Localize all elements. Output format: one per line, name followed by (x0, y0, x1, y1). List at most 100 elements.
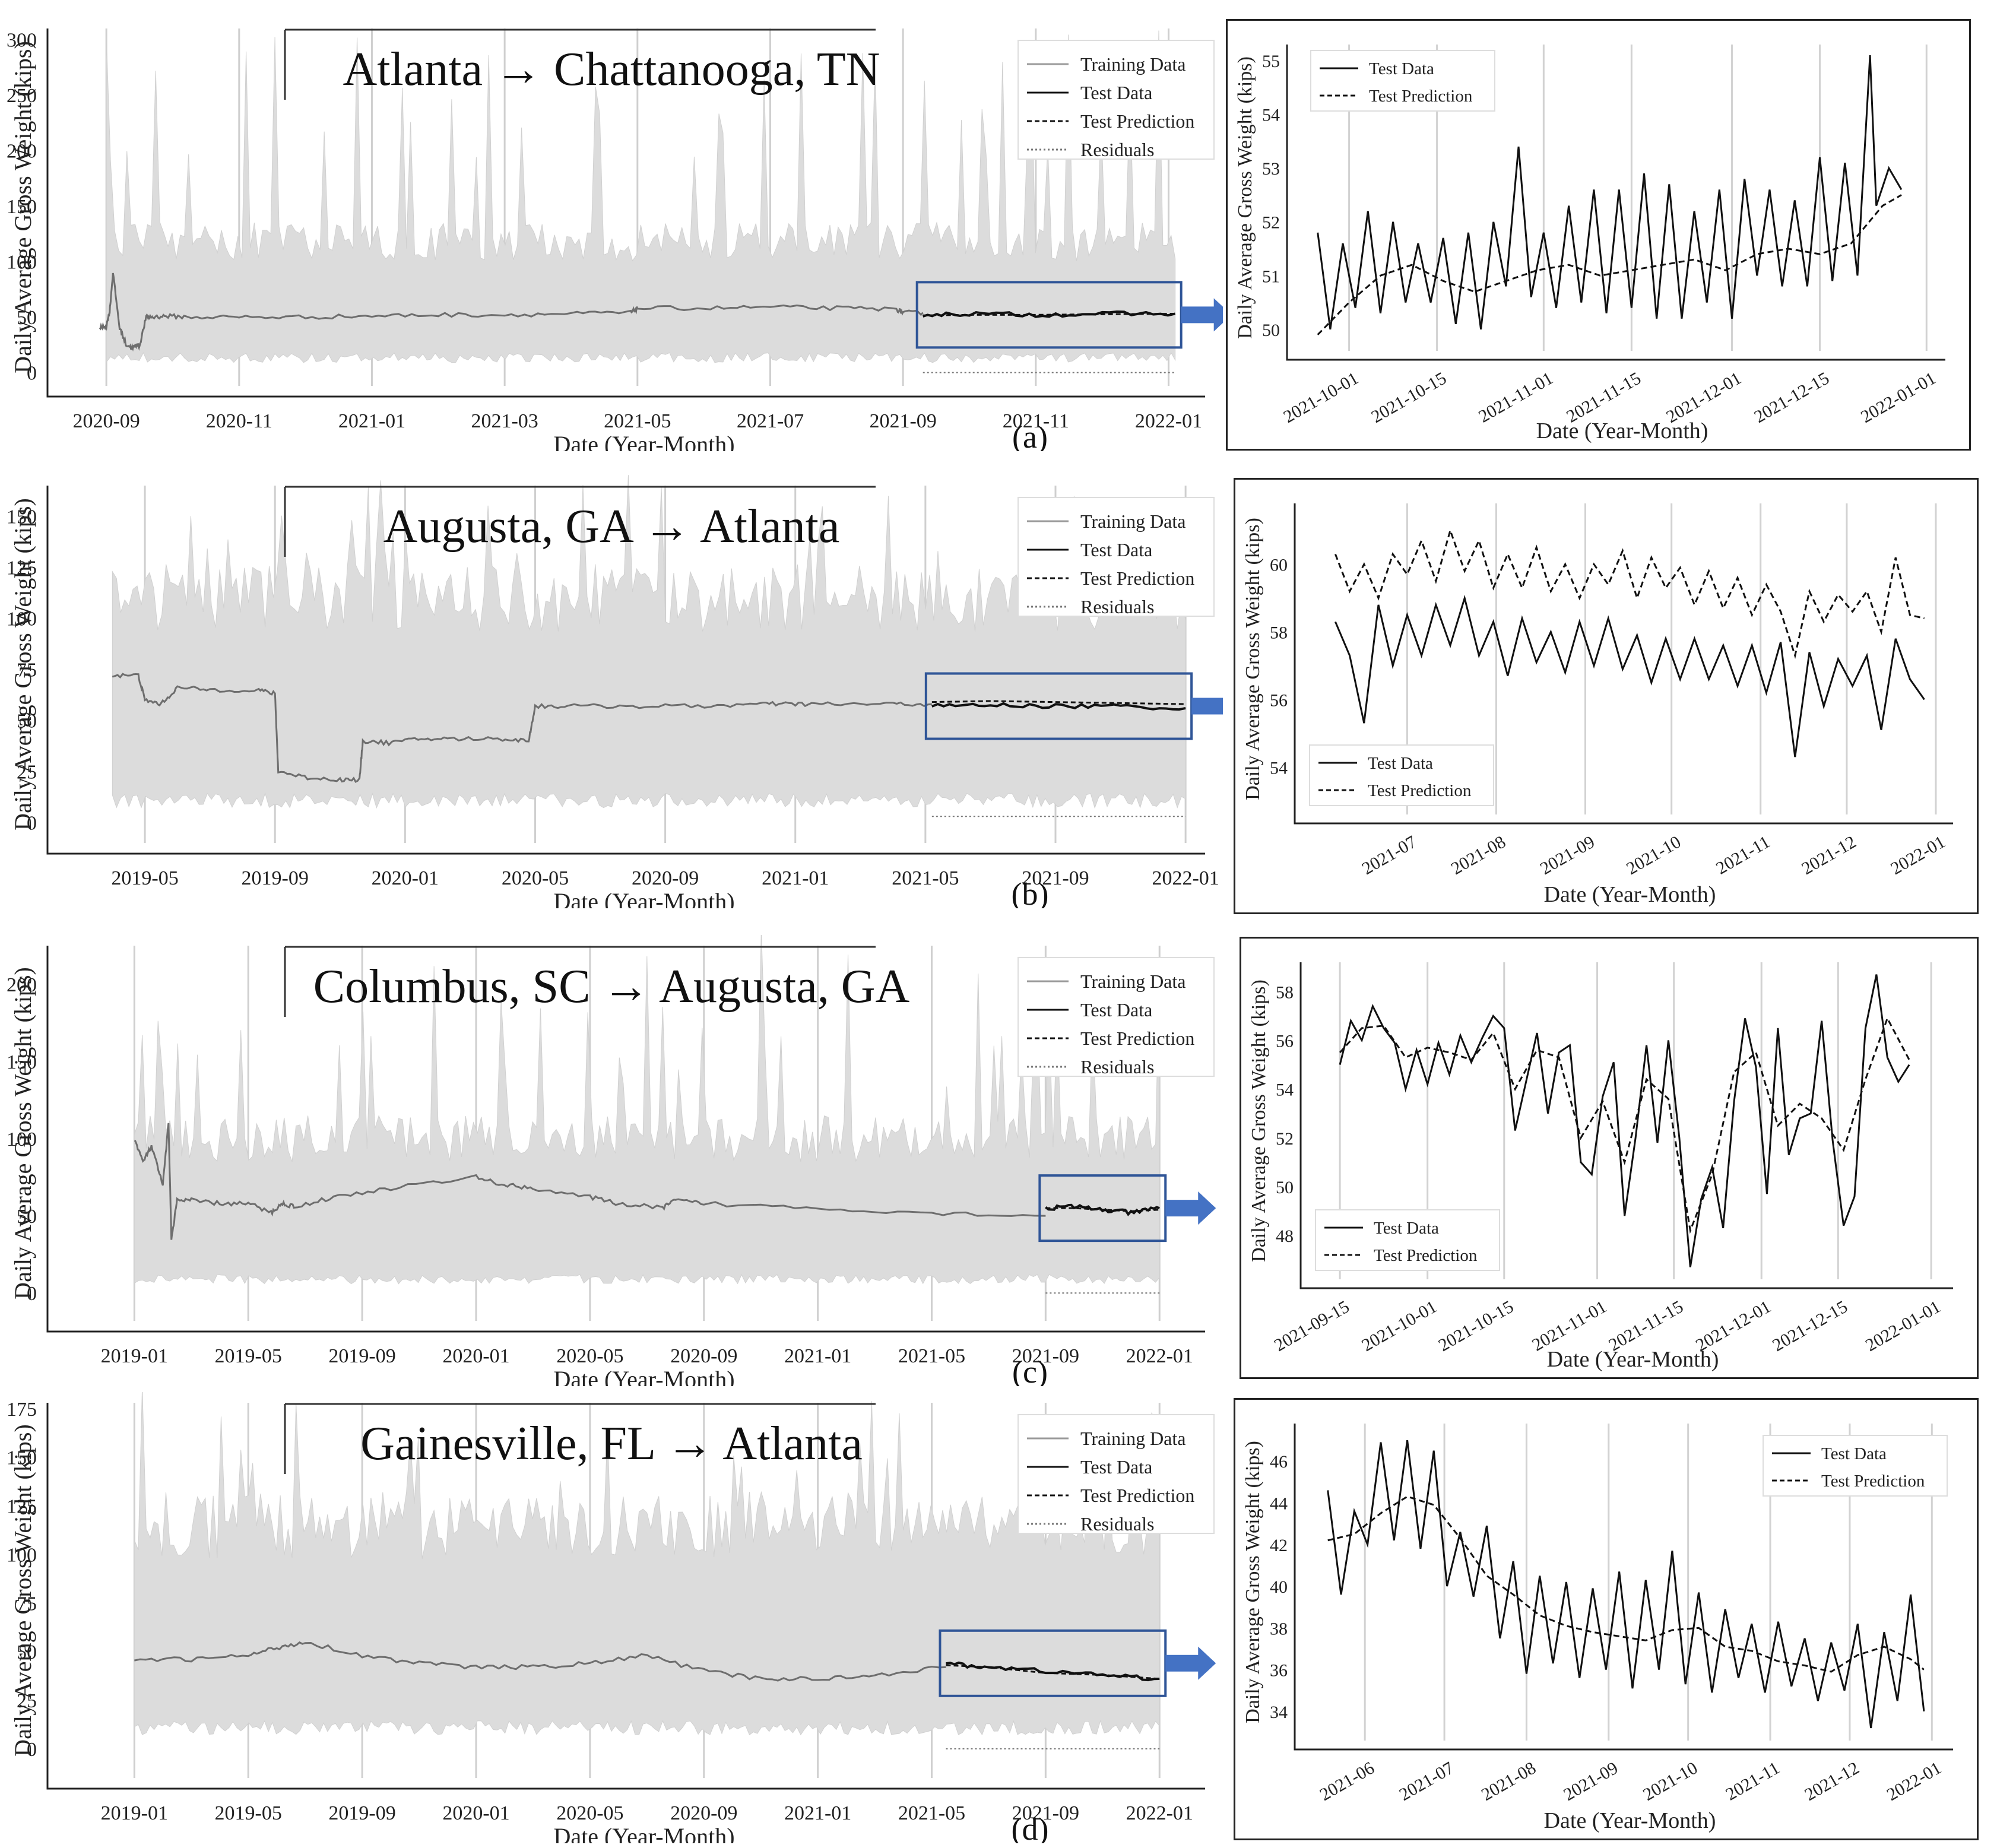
y-tick-label: 0 (27, 1739, 37, 1761)
axes (46, 28, 1205, 398)
x-tick-label: 2021-05 (892, 867, 959, 889)
zoom-chart-b: 54 56 58 60 2021-07 2021-08 2021-09 2021-10 2021… (1234, 478, 1979, 914)
x-axis-label: Date (Year-Month) (553, 431, 734, 451)
x-tick-label: 2021-12-15 (1769, 1297, 1851, 1355)
axes (1286, 45, 1945, 361)
y-tick-label: 58 (1270, 623, 1288, 642)
axes (1294, 503, 1953, 825)
y-axis-label: Daily Average Gross Weight (kips) (1248, 980, 1270, 1262)
y-tick-label: 100 (7, 1544, 37, 1566)
y-tick-label: 48 (1276, 1226, 1294, 1246)
series-line-test-prediction (923, 312, 1175, 316)
x-tick-label: 2021-12-15 (1751, 368, 1833, 427)
training-band (134, 1387, 1160, 1736)
y-tick-label: 51 (1262, 267, 1280, 286)
zoom-chart-svg-d: 34 36 38 40 42 44 46 2021-06 2021-07 2021-08 2021-… (1242, 1424, 1953, 1833)
x-tick-label: 2021-10-01 (1358, 1297, 1440, 1355)
training-band (134, 929, 1160, 1285)
y-tick-label: 55 (1262, 52, 1280, 71)
main-chart-svg-a: 0 50 100 150 200 250 300 2020-09 2020-11 2021-01 2… (7, 28, 1232, 458)
x-tick-label: 2021-08 (1478, 1758, 1539, 1805)
zoom-series-line-test-data (1339, 974, 1910, 1267)
y-tick-label: 50 (1262, 321, 1280, 340)
axes (46, 1403, 1205, 1790)
y-tick-label: 50 (17, 1206, 37, 1228)
x-tick-label: 2021-10 (1623, 832, 1684, 879)
y-tick-label: 56 (1276, 1031, 1294, 1051)
legend-label: Training Data (1080, 971, 1185, 992)
main-chart-d: 0 25 50 75 100 125 150 175 2019-01 2019-05 2019-09… (0, 1387, 1223, 1848)
x-tick-label: 2022-01 (1152, 867, 1219, 889)
y-tick-label: 150 (7, 1447, 37, 1469)
x-tick-label: 2019-01 (101, 1802, 168, 1824)
x-tick-label: 2021-09-15 (1271, 1297, 1353, 1355)
x-tick-label: 2020-01 (442, 1802, 509, 1824)
x-axis-label: Date (Year-Month) (1547, 1347, 1719, 1372)
x-tick-label: 2021-07 (1359, 832, 1420, 879)
x-tick-label: 2021-09 (1560, 1758, 1621, 1805)
route-title: Atlanta → Chattanooga, TN (343, 43, 880, 96)
y-tick-label: 0 (27, 813, 37, 835)
panel-label: (c) (1012, 1354, 1048, 1386)
x-tick-label: 2021-10 (1640, 1758, 1701, 1805)
series-line-training-data (134, 1641, 946, 1682)
x-tick-label: 2020-01 (372, 867, 439, 889)
x-tick-label: 2021-10-15 (1368, 368, 1450, 427)
legend-label: Test Data (1821, 1444, 1887, 1463)
axes (1294, 1424, 1953, 1751)
y-tick-label: 175 (7, 1399, 37, 1421)
x-tick-label: 2021-11-01 (1529, 1297, 1610, 1355)
y-tick-label: 100 (7, 608, 37, 630)
main-chart-svg-c: 0 50 100 150 200 2019-01 2019-05 2019-09 2020-01… (7, 929, 1216, 1393)
y-tick-label: 125 (7, 1496, 37, 1518)
x-tick-label: 2022-01 (1887, 832, 1948, 879)
x-tick-label: 2021-01 (784, 1345, 851, 1367)
y-tick-label: 54 (1262, 106, 1280, 125)
zoom-chart-d: 34 36 38 40 42 44 46 2021-06 2021-07 2021-08 2021-… (1234, 1398, 1979, 1840)
x-tick-label: 2019-05 (215, 1802, 282, 1824)
legend-label: Residuals (1080, 1056, 1154, 1077)
y-tick-label: 250 (7, 85, 37, 107)
x-tick-label: 2021-07 (1396, 1758, 1457, 1805)
x-tick-label: 2021-05 (898, 1345, 965, 1367)
series-line-test-prediction (931, 700, 1186, 705)
x-tick-label: 2021-09 (869, 410, 936, 432)
main-chart-c: 0 50 100 150 200 2019-01 2019-05 2019-09 2020-01… (0, 929, 1223, 1393)
y-tick-label: 40 (1270, 1577, 1288, 1597)
legend (1017, 1414, 1215, 1534)
axes (46, 486, 1205, 855)
main-chart-svg-d: 0 25 50 75 100 125 150 175 2019-01 2019-05 2019-09… (7, 1387, 1216, 1848)
legend-label: Residuals (1080, 1513, 1154, 1535)
y-tick-label: 200 (7, 974, 37, 996)
legend-label: Test Prediction (1368, 781, 1472, 800)
panel-label: (d) (1012, 1811, 1049, 1843)
zoom-chart-a: 50 51 52 53 54 55 2021-10-01 2021-10-15 2021-11-… (1226, 19, 1971, 451)
route-title-frame (284, 1403, 876, 1474)
y-tick-label: 100 (7, 252, 37, 274)
x-tick-label: 2021-07 (737, 410, 804, 432)
x-axis-label: Date (Year-Month) (1544, 1808, 1716, 1833)
y-tick-label: 53 (1262, 159, 1280, 179)
x-tick-label: 2021-03 (471, 410, 538, 432)
y-tick-label: 0 (27, 1283, 37, 1305)
route-title: Gainesville, FL → Atlanta (360, 1418, 863, 1470)
x-tick-label: 2019-05 (111, 867, 178, 889)
legend-label: Residuals (1080, 596, 1154, 617)
y-axis-label: Daily Average Gross Weight (kips) (1242, 518, 1264, 800)
y-tick-label: 44 (1270, 1494, 1288, 1514)
zoom-highlight-box (924, 672, 1193, 740)
x-tick-label: 2019-09 (242, 867, 309, 889)
y-axis-label: Daily Average Gross Weight (kips) (9, 498, 36, 831)
y-tick-label: 100 (7, 1129, 37, 1150)
y-axis-label: Daily Average Gross Weight (kips) (1242, 1441, 1264, 1723)
x-tick-label: 2021-01 (784, 1802, 851, 1824)
legend-label: Test Prediction (1369, 87, 1473, 106)
legend-label: Test Prediction (1080, 110, 1194, 132)
legend-label: Test Data (1080, 1456, 1152, 1478)
zoom-chart-svg-c: 48 50 52 54 56 58 2021-09-15 2021-10-012021-10-… (1248, 962, 1953, 1372)
x-tick-label: 2021-10-01 (1280, 368, 1362, 427)
route-title-frame (284, 28, 876, 100)
legend-label: Test Data (1080, 999, 1152, 1020)
y-tick-label: 54 (1270, 758, 1288, 778)
